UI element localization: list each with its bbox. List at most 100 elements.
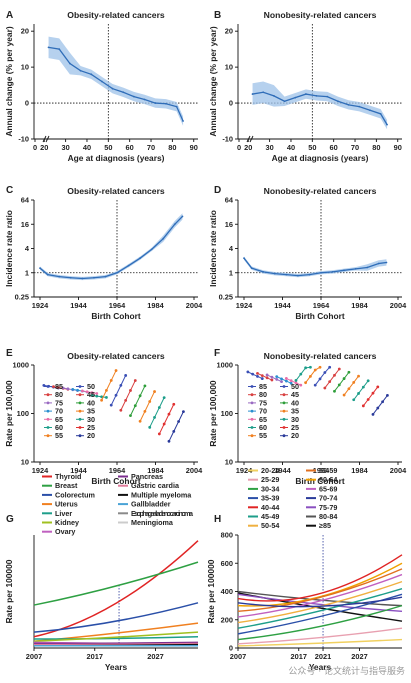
legend-label: 25 — [87, 423, 95, 432]
legend-marker — [282, 401, 286, 405]
data-point — [354, 267, 357, 270]
legend-marker — [282, 385, 286, 388]
age-point — [299, 383, 303, 387]
data-point — [326, 95, 329, 98]
x-tick-label: 2007 — [230, 652, 246, 661]
legend-label: Breast — [55, 481, 78, 490]
x-tick-label: 1964 — [109, 466, 126, 475]
age-point — [143, 409, 147, 413]
age-point — [182, 410, 185, 413]
age-point — [318, 377, 322, 381]
x-tick-label: 2027 — [351, 652, 367, 661]
data-point — [154, 102, 157, 104]
data-point — [165, 102, 167, 105]
y-tick-label: 200 — [221, 615, 233, 624]
data-point — [69, 276, 72, 279]
age-point — [294, 381, 298, 385]
data-point — [297, 274, 299, 277]
age-point — [318, 365, 322, 369]
x-tick-label: 1964 — [313, 301, 330, 310]
x-axis-label: Years — [309, 662, 332, 672]
legend-label: 20-24 — [261, 466, 279, 475]
panel-title-c: Obesity-related cancers — [67, 186, 165, 196]
age-point — [333, 373, 336, 377]
x-tick-label: 1924 — [236, 466, 253, 475]
data-point — [243, 257, 245, 260]
x-axis-label: Birth Cohort — [91, 311, 141, 321]
x-tick-label: 50 — [104, 143, 112, 152]
legend-marker — [78, 385, 82, 388]
age-segment — [91, 395, 107, 398]
projection-curve — [33, 642, 199, 646]
age-point — [309, 365, 312, 369]
legend-label: 75 — [259, 398, 267, 407]
age-point — [328, 380, 332, 384]
panel-letter-d: D — [214, 185, 221, 196]
y-axis-label: Annual change (% per year) — [208, 26, 218, 137]
panel-letter-e: E — [6, 348, 13, 359]
age-segment — [372, 395, 388, 415]
age-point — [256, 374, 259, 378]
y-tick-label: 1000 — [13, 361, 29, 370]
age-point — [90, 394, 94, 397]
data-point — [182, 120, 184, 122]
legend-marker — [250, 426, 254, 429]
age-point — [167, 439, 171, 443]
legend-label: 70 — [259, 407, 267, 416]
trend-line — [243, 257, 387, 277]
x-tick-label: 1944 — [70, 301, 87, 310]
age-point — [153, 390, 156, 393]
legend-label: Ovary — [55, 527, 75, 536]
legend-label: Gallbladder — [131, 500, 171, 509]
age-point — [357, 392, 360, 395]
x-tick-label: 80 — [168, 143, 176, 152]
x-tick-label: 40 — [83, 143, 91, 152]
age-point — [100, 395, 103, 399]
age-point — [352, 398, 356, 402]
y-axis-label: Incidence rate ratio — [208, 210, 218, 287]
data-point — [175, 105, 178, 108]
y-axis-label: Incidence rate ratio — [4, 210, 14, 287]
age-point — [52, 385, 55, 389]
y-tick-label: 0.25 — [219, 293, 233, 302]
y-tick-label: 64 — [21, 196, 30, 205]
data-point — [139, 257, 142, 260]
legend-marker — [282, 393, 286, 397]
age-point — [265, 376, 269, 380]
data-point — [173, 223, 176, 226]
x-tick-label: 2004 — [186, 466, 203, 475]
age-segment — [324, 368, 340, 389]
panel-title-d: Nonobesity-related cancers — [264, 186, 377, 196]
legend-marker — [78, 426, 82, 429]
legend-label: 70 — [55, 407, 63, 416]
age-point — [109, 379, 113, 382]
x-tick-label: 0 — [237, 143, 241, 152]
data-point — [262, 91, 265, 94]
data-point — [305, 93, 307, 95]
data-point — [315, 94, 318, 97]
data-point — [58, 48, 61, 51]
trend-line — [39, 215, 183, 280]
age-point — [162, 422, 166, 426]
age-point — [294, 379, 298, 382]
legend-label: 30 — [87, 415, 95, 424]
legend-label: Liver — [55, 509, 72, 518]
watermark: 公众号 · 论文统计与指导服务 — [288, 667, 405, 677]
legend-label: 30 — [291, 415, 299, 424]
data-point — [377, 262, 380, 265]
data-point — [366, 266, 369, 269]
legend-marker — [46, 409, 50, 413]
legend-label: 55 — [259, 431, 267, 440]
x-tick-label: 2004 — [186, 301, 203, 310]
x-tick-label: 1984 — [147, 466, 164, 475]
age-point — [342, 393, 346, 397]
age-point — [256, 371, 259, 375]
legend-label: 50 — [87, 382, 95, 391]
x-tick-label: 2017 — [87, 652, 103, 661]
x-tick-label: 2017 — [291, 652, 307, 661]
confidence-band — [48, 36, 184, 126]
age-point — [66, 387, 70, 391]
age-segment — [149, 397, 165, 428]
age-point — [275, 377, 279, 381]
